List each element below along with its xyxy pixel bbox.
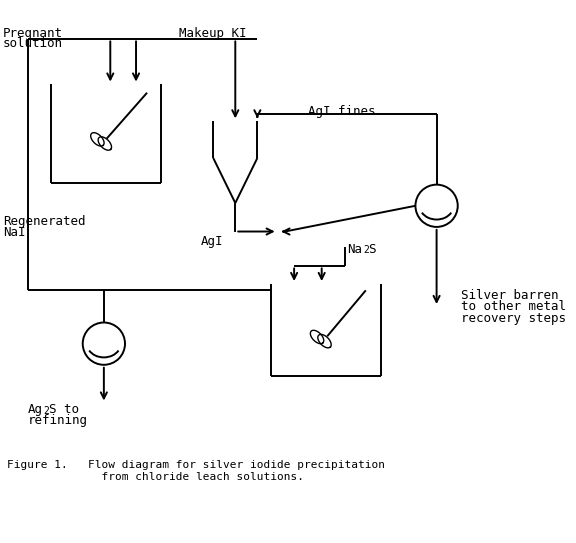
Text: 2: 2 [43, 406, 49, 416]
Text: Figure 1.   Flow diagram for silver iodide precipitation: Figure 1. Flow diagram for silver iodide… [7, 460, 385, 470]
Circle shape [415, 185, 458, 227]
Text: Na: Na [347, 243, 362, 256]
Text: AgI fines: AgI fines [308, 105, 376, 118]
Text: Makeup KI: Makeup KI [179, 27, 247, 40]
Text: Regenerated: Regenerated [3, 215, 85, 228]
Text: NaI: NaI [3, 226, 25, 239]
Text: Pregnant: Pregnant [3, 27, 63, 40]
Text: AgI: AgI [200, 235, 223, 248]
Text: to other metal: to other metal [461, 300, 566, 313]
Text: S: S [369, 243, 376, 256]
Text: recovery steps: recovery steps [461, 312, 566, 325]
Text: 2: 2 [363, 245, 369, 255]
Text: S to: S to [49, 403, 79, 416]
Circle shape [83, 323, 125, 365]
Text: solution: solution [3, 37, 63, 49]
Text: Ag: Ag [28, 403, 43, 416]
Text: from chloride leach solutions.: from chloride leach solutions. [7, 472, 304, 482]
Text: refining: refining [28, 414, 88, 427]
Text: Silver barren: Silver barren [461, 288, 559, 301]
